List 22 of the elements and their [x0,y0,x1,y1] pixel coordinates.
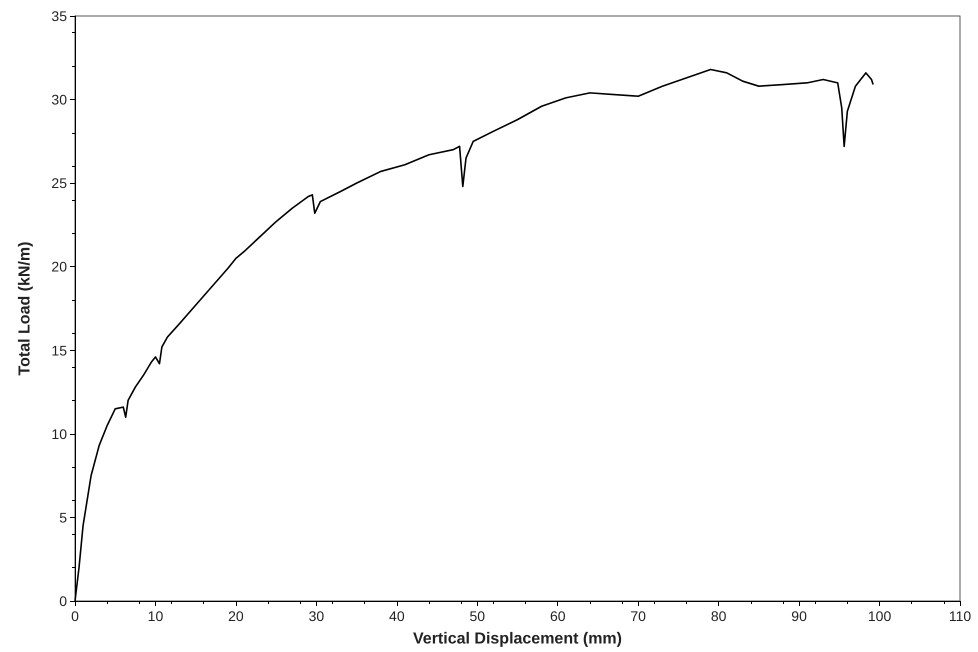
x-axis-title: Vertical Displacement (mm) [413,630,622,648]
y-tick-label: 25 [51,175,68,192]
x-tick-label: 20 [228,608,244,624]
y-tick-label: 5 [59,509,68,526]
x-tick-label: 10 [148,608,164,624]
x-tick-label: 90 [791,608,808,624]
y-tick-label: 35 [51,8,68,24]
x-tick-label: 50 [469,608,486,624]
x-tick-label: 30 [308,608,324,624]
y-tick-label: 30 [51,92,68,108]
y-tick-label: 20 [51,258,68,275]
x-tick-label: 100 [868,608,892,624]
x-tick-label: 40 [389,608,405,624]
y-axis-title: Total Load (kN/m) [16,242,34,376]
x-tick-label: 70 [630,608,646,624]
y-tick-label: 10 [51,426,68,442]
x-tick-label: 0 [71,608,80,624]
x-tick-label: 80 [710,608,727,624]
x-tick-label: 60 [550,608,566,624]
y-tick-label: 15 [51,342,68,358]
x-tick-label: 110 [948,608,972,624]
y-tick-label: 0 [59,593,68,609]
